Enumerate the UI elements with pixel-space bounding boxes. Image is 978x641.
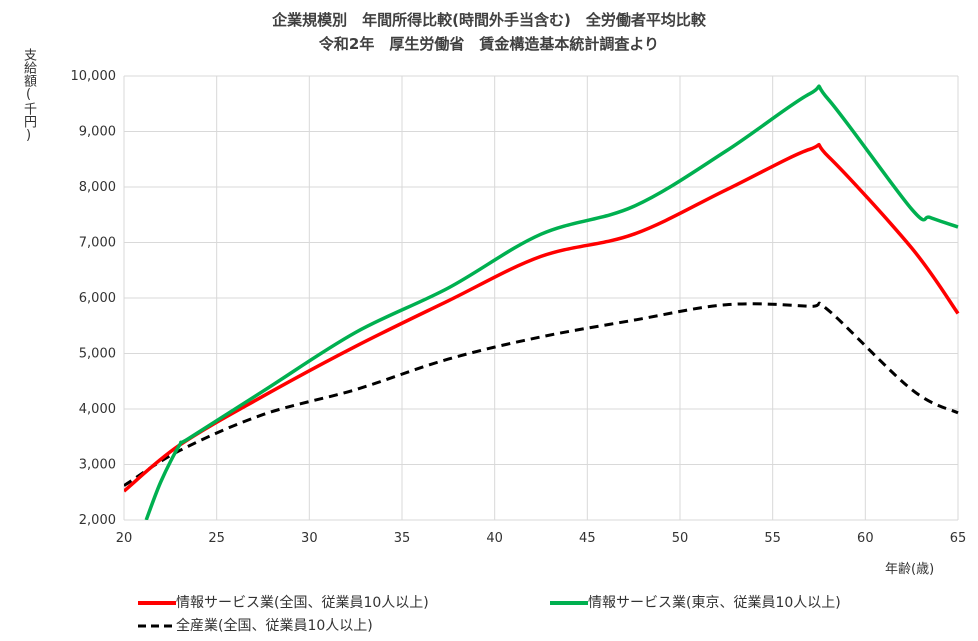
- y-tick-label: 10,000: [71, 69, 117, 84]
- x-tick-label: 40: [486, 531, 503, 546]
- x-tick-label: 45: [579, 531, 596, 546]
- y-tick-label: 8,000: [79, 180, 116, 195]
- y-tick-label: 4,000: [79, 402, 116, 417]
- legend-swatch-all-industry: [138, 624, 176, 628]
- y-tick-label: 5,000: [79, 347, 116, 362]
- x-tick-label: 55: [764, 531, 781, 546]
- legend-swatch-it-national: [138, 601, 176, 605]
- series-line-all-industry: [124, 301, 959, 487]
- y-tick-label: 7,000: [79, 236, 116, 251]
- x-tick-label: 35: [394, 531, 411, 546]
- y-tick-label: 6,000: [79, 291, 116, 306]
- series-line-it-tokyo: [144, 84, 959, 520]
- x-tick-label: 50: [672, 531, 689, 546]
- legend-label-all-industry: 全産業(全国、従業員10人以上): [176, 618, 373, 634]
- legend-swatch-it-tokyo: [550, 601, 588, 605]
- y-axis-label: 支給額(千円): [21, 48, 36, 143]
- x-tick-label: 20: [116, 531, 133, 546]
- chart-title: 企業規模別 年間所得比較(時間外手当含む) 全労働者平均比較: [272, 11, 706, 29]
- y-tick-label: 2,000: [79, 513, 116, 528]
- y-tick-label: 9,000: [79, 125, 116, 140]
- x-tick-label: 65: [950, 531, 967, 546]
- legend-label-it-national: 情報サービス業(全国、従業員10人以上): [176, 595, 429, 611]
- x-tick-label: 30: [301, 531, 318, 546]
- series-line-it-national: [124, 142, 960, 493]
- x-axis-label: 年齢(歳): [885, 562, 935, 577]
- x-tick-label: 25: [208, 531, 225, 546]
- legend-label-it-tokyo: 情報サービス業(東京、従業員10人以上): [588, 595, 841, 611]
- x-tick-label: 60: [857, 531, 874, 546]
- chart-subtitle: 令和2年 厚生労働省 賃金構造基本統計調査より: [318, 35, 660, 53]
- y-tick-label: 3,000: [79, 458, 116, 473]
